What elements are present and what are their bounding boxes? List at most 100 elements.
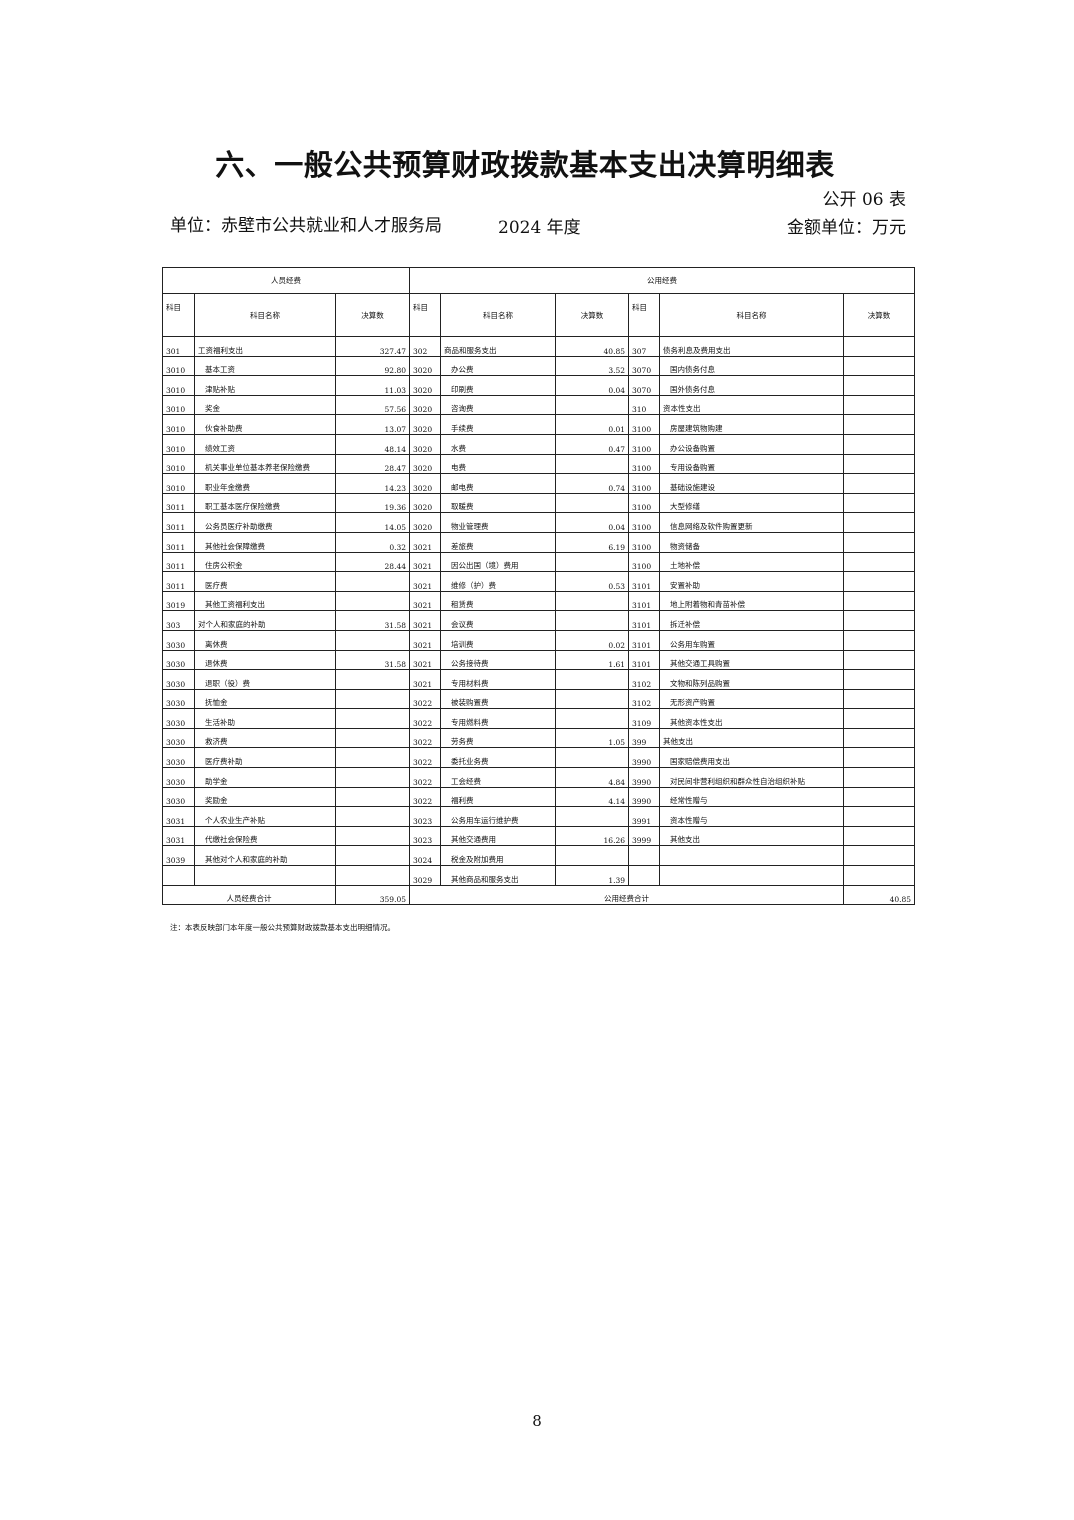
cell-name: 机关事业单位基本养老保险缴费 <box>194 453 336 475</box>
table-row: 3010 奖金 57.56 3020 咨询费 310 资本性支出 <box>162 394 916 416</box>
cell-name: 助学金 <box>194 767 336 788</box>
cell-name: 房屋建筑物购建 <box>659 414 845 435</box>
cell-code: 399 <box>628 727 661 749</box>
cell-name: 公务接待费 <box>440 649 557 671</box>
cell-name: 职工基本医疗保险缴费 <box>194 492 336 514</box>
column-header-code: 科目 <box>409 293 442 337</box>
cell-code: 3101 <box>628 649 661 671</box>
cell-name: 救济费 <box>194 727 336 749</box>
column-header-name: 科目名称 <box>440 293 557 337</box>
cell-code: 3031 <box>162 825 195 847</box>
cell-name: 取暖费 <box>440 492 557 514</box>
cell-code: 3102 <box>628 669 661 690</box>
total-personnel-value: 359.05 <box>334 884 411 905</box>
cell-name: 公务员医疗补助缴费 <box>194 512 336 533</box>
column-header-amount: 决算数 <box>843 293 916 337</box>
table-row: 3030 奖励金 3022 福利费 4.14 3990 经常性赠与 <box>162 786 916 808</box>
cell-name: 工会经费 <box>440 767 557 788</box>
cell-name: 其他支出 <box>659 727 845 749</box>
column-header-amount: 决算数 <box>555 293 630 337</box>
cell-code: 3021 <box>409 629 442 651</box>
table-row: 3030 医疗费补助 3022 委托业务费 3990 国家赔偿费用支出 <box>162 747 916 769</box>
cell-amount <box>334 669 411 690</box>
cell-name: 国外债务付息 <box>659 375 845 396</box>
cell-code: 3101 <box>628 629 661 651</box>
cell-amount <box>843 551 916 573</box>
cell-amount: 327.47 <box>334 336 411 357</box>
cell-amount <box>843 669 916 690</box>
cell-amount <box>843 473 916 494</box>
cell-name: 其他商品和服务支出 <box>440 865 557 886</box>
cell-code: 3109 <box>628 708 661 729</box>
cell-amount: 14.23 <box>334 473 411 494</box>
cell-amount: 0.04 <box>555 512 630 533</box>
cell-amount: 48.14 <box>334 433 411 455</box>
cell-amount <box>843 767 916 788</box>
cell-amount <box>555 806 630 827</box>
cell-amount <box>843 845 916 867</box>
cell-code: 3039 <box>162 845 195 867</box>
cell-code: 3010 <box>162 453 195 475</box>
cell-amount <box>843 355 916 377</box>
cell-name: 其他社会保障缴费 <box>194 531 336 553</box>
cell-amount <box>555 551 630 573</box>
cell-name: 大型修缮 <box>659 492 845 514</box>
table-row: 303 对个人和家庭的补助 31.58 3021 会议费 3101 拆迁补偿 <box>162 610 916 631</box>
cell-name: 其他交通费用 <box>440 825 557 847</box>
page-number: 8 <box>532 1412 542 1430</box>
cell-code: 3020 <box>409 394 442 416</box>
cell-amount <box>334 845 411 867</box>
cell-code: 3030 <box>162 649 195 671</box>
cell-code: 3022 <box>409 688 442 710</box>
table-row: 3039 其他对个人和家庭的补助 3024 税金及附加费用 <box>162 845 916 867</box>
cell-amount: 28.47 <box>334 453 411 475</box>
cell-name: 税金及附加费用 <box>440 845 557 867</box>
table-row: 3010 机关事业单位基本养老保险缴费 28.47 3020 电费 3100 专用设备购置 <box>162 453 916 475</box>
year-label: 2024 年度 <box>498 218 581 238</box>
cell-code: 3010 <box>162 433 195 455</box>
cell-amount: 0.02 <box>555 629 630 651</box>
cell-code: 3022 <box>409 747 442 769</box>
cell-amount <box>555 747 630 769</box>
cell-name: 手续费 <box>440 414 557 435</box>
cell-amount <box>334 727 411 749</box>
cell-amount <box>843 512 916 533</box>
table-row: 3010 津贴补贴 11.03 3020 印刷费 0.04 3070 国外债务付息 <box>162 375 916 396</box>
cell-code: 3030 <box>162 767 195 788</box>
cell-code: 3021 <box>409 571 442 592</box>
cell-code: 3011 <box>162 571 195 592</box>
cell-amount: 6.19 <box>555 531 630 553</box>
cell-code: 307 <box>628 336 661 357</box>
cell-code: 3021 <box>409 590 442 612</box>
cell-name: 商品和服务支出 <box>440 336 557 357</box>
cell-code: 3030 <box>162 708 195 729</box>
cell-code: 3100 <box>628 551 661 573</box>
cell-amount <box>843 688 916 710</box>
cell-name: 住房公积金 <box>194 551 336 573</box>
cell-amount <box>843 786 916 808</box>
cell-amount <box>843 590 916 612</box>
cell-code: 3030 <box>162 747 195 769</box>
cell-amount <box>843 336 916 357</box>
cell-name: 地上附着物和青苗补偿 <box>659 590 845 612</box>
cell-code: 3010 <box>162 375 195 396</box>
cell-code: 3029 <box>409 865 442 886</box>
cell-amount <box>334 865 411 886</box>
cell-name: 委托业务费 <box>440 747 557 769</box>
cell-code: 310 <box>628 394 661 416</box>
cell-amount <box>555 590 630 612</box>
cell-amount <box>843 825 916 847</box>
cell-amount <box>334 629 411 651</box>
cell-amount: 11.03 <box>334 375 411 396</box>
cell-amount: 16.26 <box>555 825 630 847</box>
cell-amount <box>843 394 916 416</box>
table-row: 3030 退休费 31.58 3021 公务接待费 1.61 3101 其他交通工具购置 <box>162 649 916 671</box>
column-header-code: 科目 <box>628 293 661 337</box>
cell-code: 3031 <box>162 806 195 827</box>
cell-name: 债务利息及费用支出 <box>659 336 845 357</box>
cell-amount: 1.05 <box>555 727 630 749</box>
cell-amount <box>555 845 630 867</box>
cell-code: 3020 <box>409 453 442 475</box>
cell-name <box>659 845 845 867</box>
cell-code: 3100 <box>628 433 661 455</box>
